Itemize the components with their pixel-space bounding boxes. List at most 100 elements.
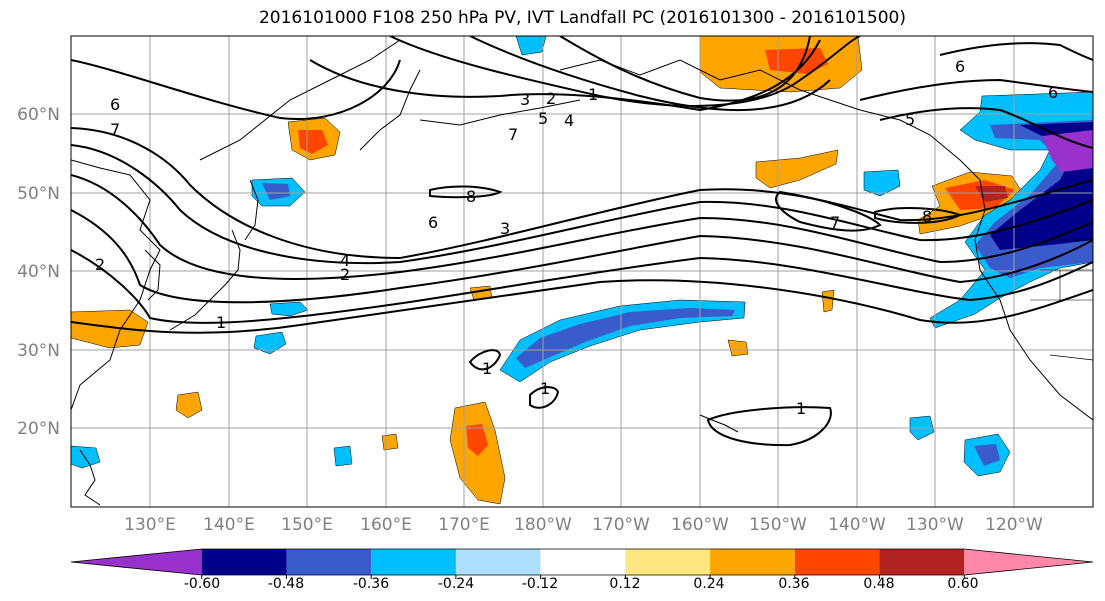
colorbar-tick-label: 0.36	[778, 576, 809, 592]
strong-positive-anomaly-region	[466, 424, 488, 456]
contour-label: 1	[796, 399, 806, 418]
pv-contour	[71, 279, 1093, 334]
us-mexico-border	[1049, 354, 1093, 361]
pv-contour	[469, 36, 831, 112]
coastlines	[71, 39, 1093, 506]
ivt-shading	[71, 36, 1093, 505]
pv-contour	[874, 207, 963, 224]
pv-contour	[71, 174, 1093, 280]
colorbar-tick-label: -0.36	[353, 576, 389, 592]
lon-label: 130°E	[124, 515, 176, 535]
colorbar-tick-label: -0.48	[268, 576, 304, 592]
positive-anomaly-region	[381, 433, 399, 451]
colorbar-segment	[286, 549, 372, 575]
contour-label: 7	[110, 120, 120, 139]
colorbar	[70, 548, 1094, 576]
strong-negative-anomaly-region	[262, 183, 290, 200]
contour-labels: 6 7 2 3 2 1 5 4 7 8 6 3 4 2 1 1 1 6 6 5 …	[95, 57, 1058, 418]
colorbar-tick-label: 0.24	[693, 576, 724, 592]
lat-label: 30°N	[17, 341, 60, 361]
lon-label: 140°W	[828, 515, 886, 535]
contour-label: 3	[500, 219, 510, 238]
lon-label: 160°W	[671, 515, 729, 535]
contour-label: 6	[955, 57, 965, 76]
lat-label: 40°N	[17, 262, 60, 282]
pv-contour	[71, 127, 1093, 260]
lat-label: 20°N	[17, 419, 60, 439]
contour-label: 3	[520, 90, 530, 109]
pv-contour	[939, 42, 1093, 61]
colorbar-segment	[455, 549, 541, 575]
colorbar-tick-label: 0.12	[609, 576, 640, 592]
pv-contour	[879, 107, 1093, 149]
lat-label: 60°N	[17, 105, 60, 125]
pv-contour	[71, 209, 1093, 304]
colorbar-segment	[710, 549, 795, 575]
strong-positive-anomaly-region	[298, 130, 328, 154]
pv-contour	[529, 386, 560, 409]
lon-label: 160°E	[360, 515, 412, 535]
contour-label: 6	[110, 95, 120, 114]
kamchatka-peninsula	[359, 69, 421, 151]
contour-label: 1	[588, 85, 598, 104]
contour-label: 4	[340, 251, 350, 270]
negative-anomaly-region	[269, 301, 309, 317]
pv-contour	[71, 144, 1093, 265]
korea-coastline	[144, 249, 161, 301]
colorbar-tick-label: 0.60	[947, 576, 978, 592]
colorbar-tick-label: -0.12	[522, 576, 558, 592]
positive-anomaly-region	[175, 391, 203, 419]
pv-contours	[71, 36, 1093, 447]
contour-label: 1	[540, 379, 550, 398]
lat-labels: 60°N 50°N 40°N 30°N 20°N	[17, 105, 60, 439]
contour-label: 1	[216, 313, 226, 332]
colorbar-segment	[201, 549, 287, 575]
pv-contour	[389, 36, 861, 107]
colorbar-segment	[371, 549, 456, 575]
philippines-coastline	[79, 449, 101, 506]
pv-contour	[468, 349, 502, 371]
contour-label: 2	[340, 265, 350, 284]
map-title: 2016101000 F108 250 hPa PV, IVT Landfall…	[258, 8, 906, 28]
colorbar-ticks	[201, 575, 965, 579]
colorbar-tick-labels: -0.60 -0.48 -0.36 -0.24 -0.12 0.12 0.24 …	[184, 576, 979, 592]
contour-label: 8	[466, 187, 476, 206]
graticule	[71, 36, 1093, 507]
negative-anomaly-region	[515, 36, 547, 56]
colorbar-segment	[625, 549, 711, 575]
contour-label: 6	[1048, 83, 1058, 102]
colorbar-tick-label: -0.24	[438, 576, 474, 592]
colorbar-extend-min	[71, 549, 202, 575]
contour-label: 1	[482, 359, 492, 378]
contour-label: 5	[905, 110, 915, 129]
pv-contour	[309, 39, 821, 112]
pv-contour	[71, 249, 1093, 324]
negative-anomaly-region	[71, 445, 101, 469]
negative-anomaly-region	[863, 169, 901, 197]
pv-contour	[859, 78, 1093, 101]
pv-contour	[429, 185, 503, 199]
map-frame	[70, 35, 1094, 508]
negative-anomaly-region	[253, 331, 287, 355]
lon-label: 180°W	[514, 515, 572, 535]
pv-contour	[559, 36, 811, 102]
colorbar-tick-label: 0.48	[863, 576, 894, 592]
kamchatka-coastline	[199, 39, 401, 161]
alaska-coastline	[559, 59, 1093, 421]
contour-label: 2	[95, 255, 105, 274]
sakhalin-coastline	[244, 179, 259, 241]
negative-anomaly-region	[499, 299, 746, 383]
negative-anomaly-region	[333, 445, 353, 467]
colorbar-extend-max	[964, 549, 1093, 575]
colorbar-segment	[794, 549, 880, 575]
strong-negative-anomaly-region	[516, 308, 735, 368]
positive-anomaly-region	[821, 289, 835, 313]
hawaii-islands	[699, 414, 739, 433]
pv-contour	[71, 59, 401, 120]
colorbar-segment	[540, 549, 626, 575]
contour-label: 5	[538, 109, 548, 128]
positive-anomaly-region	[755, 149, 839, 189]
contour-label: 2	[546, 89, 556, 108]
contour-label: 8	[922, 207, 932, 226]
